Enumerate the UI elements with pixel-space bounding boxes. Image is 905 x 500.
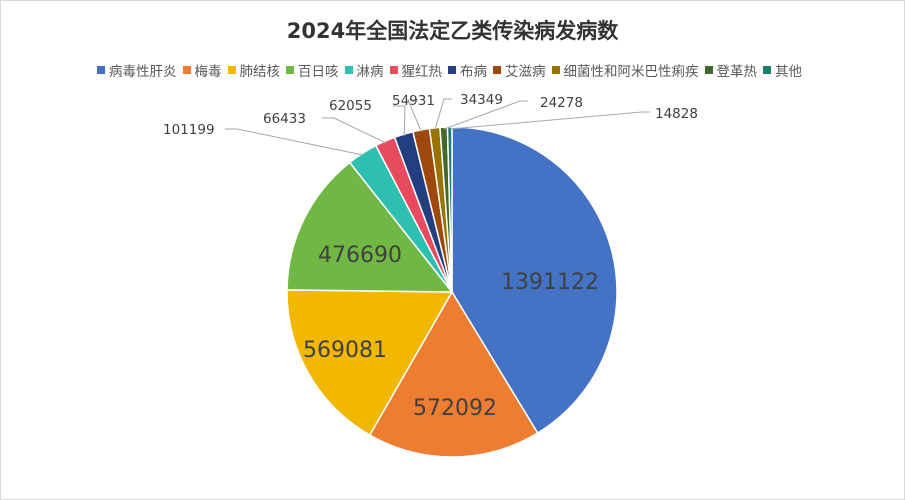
legend-item[interactable]: 淋病: [344, 60, 384, 80]
legend-swatch-icon: [704, 66, 713, 74]
legend-item[interactable]: 登革热: [704, 60, 758, 80]
leader-line: [393, 105, 406, 137]
legend-label: 其他: [775, 64, 802, 80]
data-label: 101199: [163, 122, 215, 138]
pie-slice[interactable]: [368, 290, 539, 458]
legend-label: 梅毒: [194, 64, 222, 80]
legend-swatch-icon: [763, 66, 771, 74]
legend-swatch-icon: [97, 66, 105, 74]
legend-swatch-icon: [286, 66, 294, 74]
legend-label: 艾滋病: [505, 64, 546, 80]
data-label: 14828: [655, 106, 698, 122]
leader-line: [225, 128, 364, 156]
legend-label: 肺结核: [239, 64, 281, 80]
legend-label: 病毒性肝炎: [109, 64, 177, 80]
leader-line: [434, 98, 452, 131]
legend-label: 布病: [460, 64, 487, 80]
legend-swatch-icon: [344, 66, 353, 74]
data-label: 476690: [318, 243, 402, 268]
data-label: 572092: [413, 396, 497, 421]
pie-slice[interactable]: [286, 161, 454, 293]
legend-item[interactable]: 艾滋病: [493, 60, 546, 80]
data-label: 569081: [303, 338, 387, 363]
chart-title: 2024年全国法定乙类传染病发病数: [286, 19, 619, 43]
legend-label: 登革热: [716, 64, 758, 80]
legend-item[interactable]: 病毒性肝炎: [97, 60, 177, 80]
legend-label: 百日咳: [298, 64, 339, 80]
legend-item[interactable]: 布病: [448, 60, 487, 80]
leader-line: [322, 117, 387, 144]
pie-slice[interactable]: [286, 289, 454, 437]
legend-item[interactable]: 其他: [763, 60, 802, 80]
chart-legend: 病毒性肝炎 梅毒 肺结核 百日咳 淋病 猩红热 布病 艾滋病 细菌性和阿米巴性痢疾 登革热 其他: [1, 60, 904, 80]
legend-item[interactable]: 百日咳: [286, 60, 339, 80]
legend-swatch-icon: [493, 66, 501, 74]
data-label: 62055: [329, 98, 372, 114]
legend-swatch-icon: [389, 66, 398, 74]
leader-line: [449, 111, 650, 130]
leader-line: [443, 100, 528, 130]
legend-label: 淋病: [356, 64, 384, 80]
legend-item[interactable]: 猩红热: [389, 60, 443, 80]
pie-slice[interactable]: [451, 126, 618, 435]
leader-line: [407, 99, 422, 133]
legend-swatch-icon: [551, 66, 560, 74]
legend-label: 细菌性和阿米巴性痢疾: [563, 64, 699, 80]
legend-swatch-icon: [448, 66, 456, 74]
data-label: 54931: [392, 93, 435, 109]
data-label: 34349: [460, 92, 503, 108]
legend-item[interactable]: 梅毒: [182, 60, 222, 80]
legend-swatch-icon: [182, 66, 191, 74]
legend-item[interactable]: 细菌性和阿米巴性痢疾: [551, 60, 699, 80]
data-label: 24278: [540, 95, 583, 111]
legend-item[interactable]: 肺结核: [227, 60, 281, 80]
data-label: 66433: [263, 111, 306, 127]
data-label: 1391122: [501, 270, 599, 295]
legend-swatch-icon: [227, 66, 236, 74]
legend-label: 猩红热: [401, 64, 443, 80]
